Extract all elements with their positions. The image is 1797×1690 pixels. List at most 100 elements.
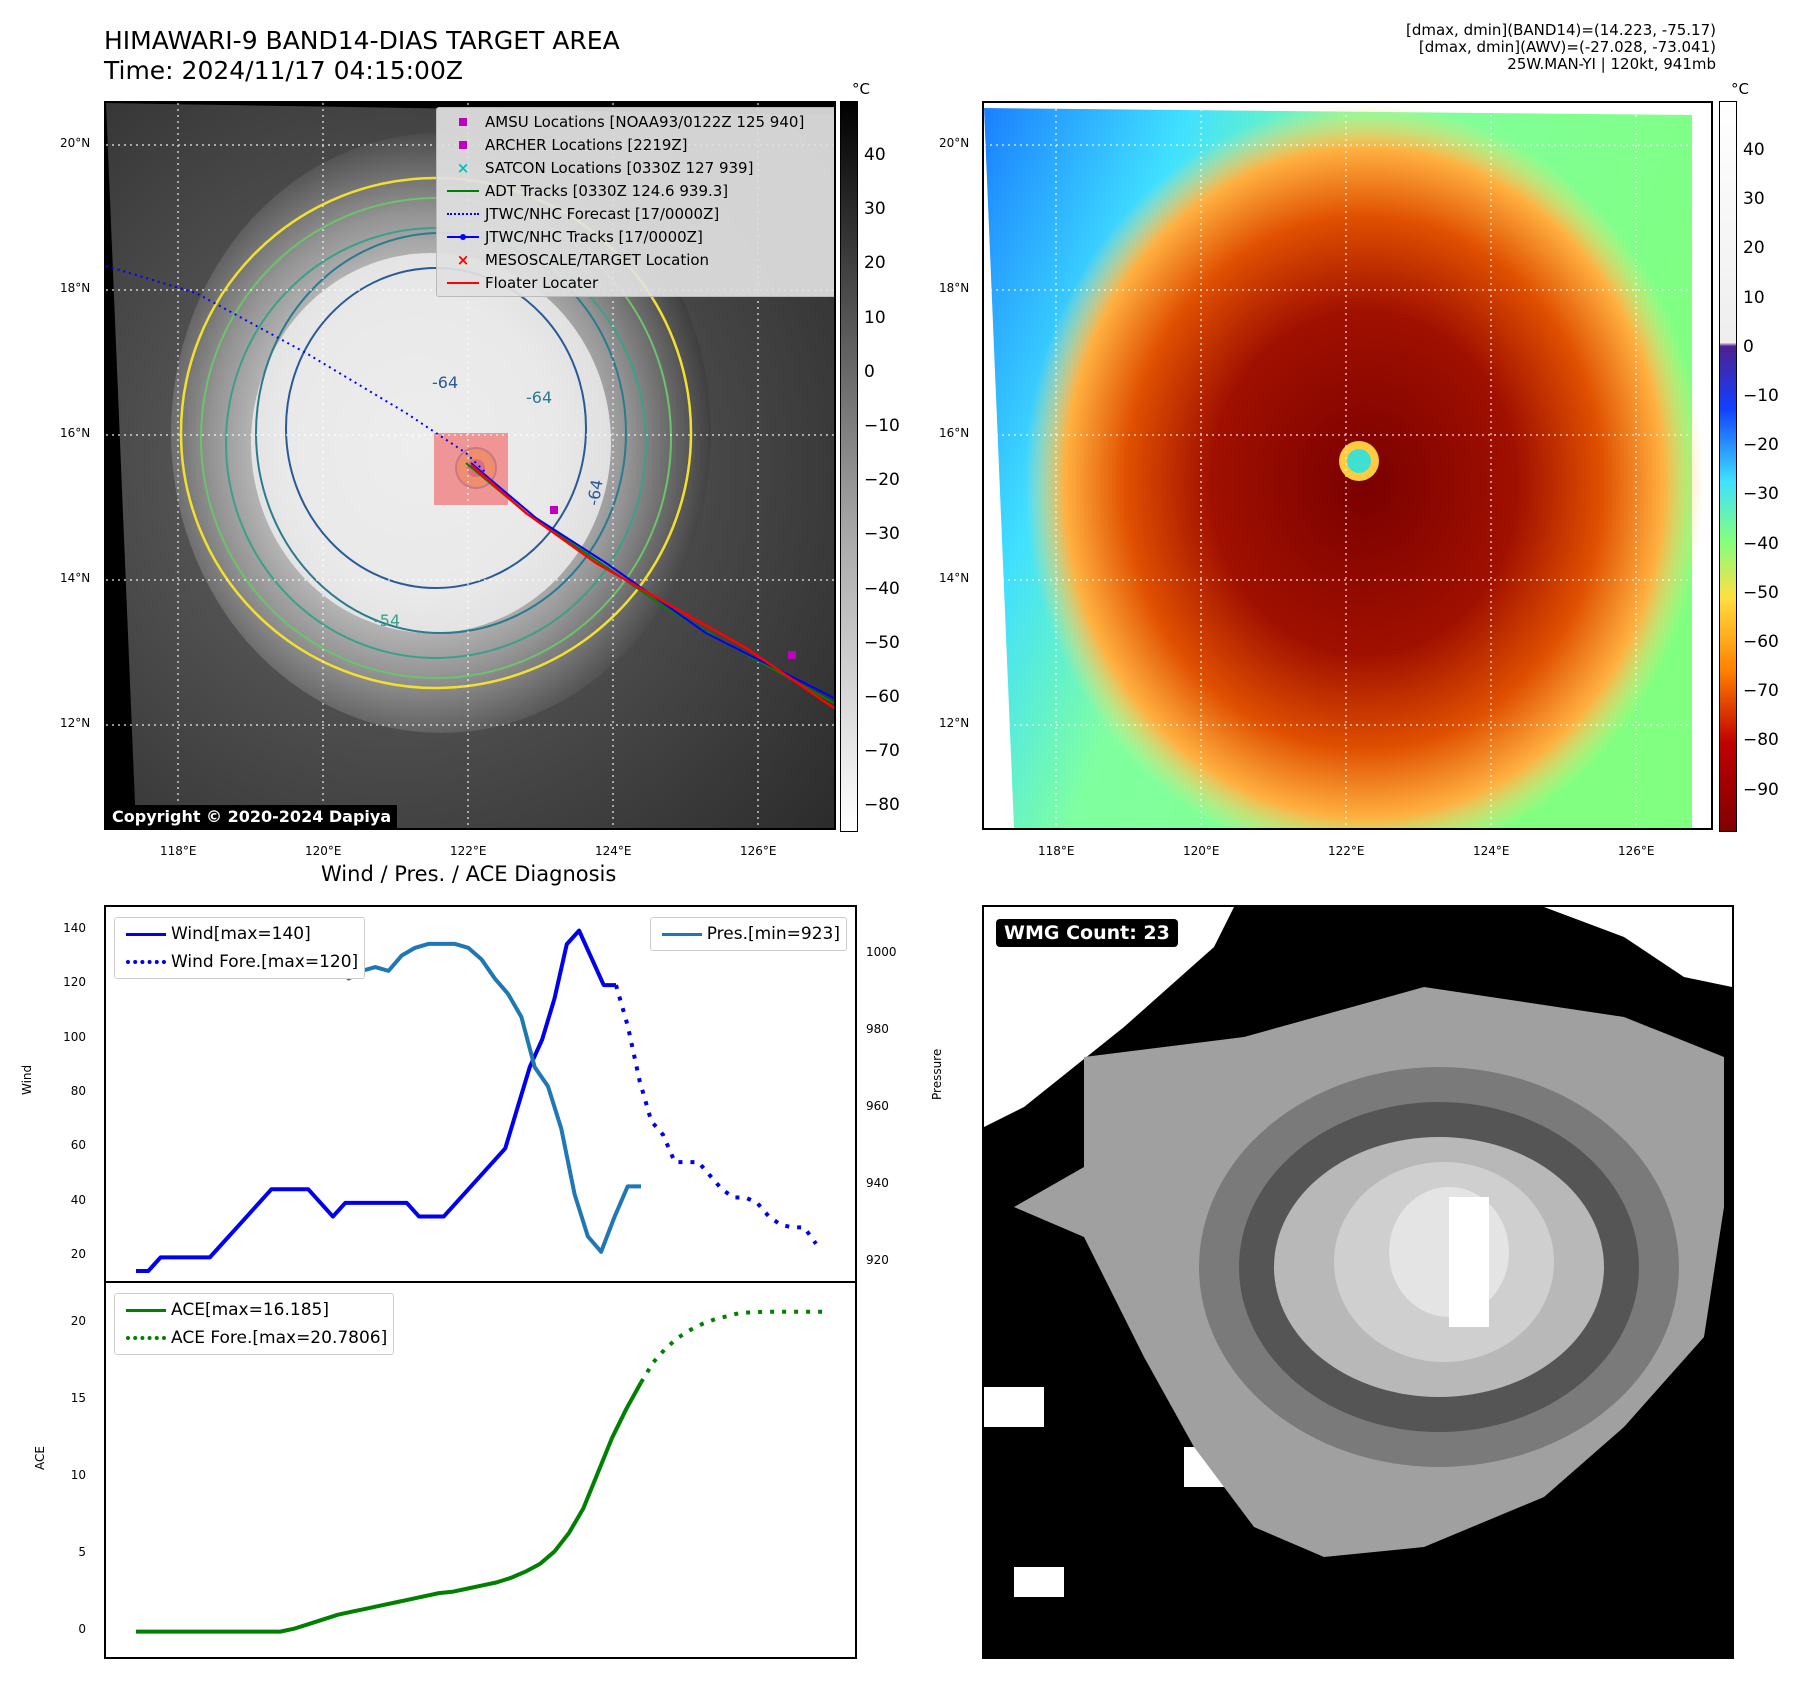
wind-tick: 120 — [63, 975, 86, 990]
ace-series-line — [136, 1381, 643, 1634]
legend-forecast: JTWC/NHC Forecast [17/0000Z] — [441, 202, 833, 225]
ir-colorbar-unit: °C — [852, 80, 870, 98]
ace-axis-label: ACE — [33, 1446, 47, 1470]
awv-colorbar — [1719, 101, 1737, 832]
lat-tick: 12°N — [60, 716, 91, 730]
wind-axis-label: Wind — [20, 1064, 34, 1095]
pres-legend: Pres.[min=923] — [649, 917, 847, 951]
lon-tick: 124°E — [1473, 844, 1510, 858]
ir-colorbar-tick: −60 — [864, 687, 900, 707]
dotted-line-icon — [121, 1336, 171, 1340]
legend-ace: ACE[max=16.185] — [121, 1296, 387, 1324]
page-title: HIMAWARI-9 BAND14-DIAS TARGET AREA — [104, 26, 620, 55]
square-icon — [441, 117, 485, 126]
ace-legend: ACE[max=16.185] ACE Fore.[max=20.7806] — [114, 1293, 395, 1355]
awv-colorbar-unit: °C — [1731, 80, 1749, 98]
lat-tick: 14°N — [939, 571, 970, 585]
page-time: Time: 2024/11/17 04:15:00Z — [104, 56, 463, 85]
lon-tick: 120°E — [305, 844, 342, 858]
lat-tick: 20°N — [60, 136, 91, 150]
info-block: [dmax, dmin](BAND14)=(14.223, -75.17) [d… — [1406, 22, 1716, 73]
contour-label: -64 — [526, 388, 553, 407]
awv-colorbar-tick: 10 — [1743, 287, 1765, 308]
ir-colorbar-tick: −50 — [864, 632, 900, 653]
awv-colorbar-tick: −30 — [1743, 484, 1779, 505]
wind-tick: 40 — [70, 1192, 86, 1207]
line-icon — [121, 932, 171, 936]
wind-pres-plot: Wind[max=140] Wind Fore.[max=120] Pres.[… — [104, 905, 857, 1283]
ir-colorbar-tick: −10 — [864, 416, 900, 436]
wind-tick: 140 — [63, 920, 86, 935]
awv-colorbar-tick: 0 — [1743, 336, 1754, 357]
lon-tick: 122°E — [450, 844, 487, 858]
line-icon — [441, 189, 485, 192]
lon-tick: 126°E — [740, 844, 777, 858]
legend-adt: ADT Tracks [0330Z 124.6 939.3] — [441, 179, 833, 202]
ace-svg — [136, 1309, 826, 1634]
pressure-tick: 940 — [866, 1176, 889, 1191]
contour-label: -54 — [374, 611, 401, 630]
square-icon — [441, 140, 485, 149]
ir-colorbar-tick: 0 — [864, 361, 875, 382]
legend-target: × MESOSCALE/TARGET Location — [441, 248, 833, 271]
lon-tick: 118°E — [160, 844, 197, 858]
wind-tick: 60 — [70, 1138, 86, 1153]
ir-colorbar-tick: −80 — [864, 795, 900, 816]
legend-wind-fore: Wind Fore.[max=120] — [121, 948, 358, 976]
awv-colorbar-tick: 30 — [1743, 189, 1765, 210]
lat-tick: 12°N — [939, 716, 970, 730]
pressure-tick: 920 — [866, 1253, 889, 1268]
ir-colorbar-tick: −70 — [864, 741, 900, 762]
contour-label: -64 — [432, 373, 459, 392]
legend-archer: ARCHER Locations [2219Z] — [441, 133, 833, 156]
info-awv: [dmax, dmin](AWV)=(-27.028, -73.041) — [1418, 38, 1716, 56]
legend-ace-fore: ACE Fore.[max=20.7806] — [121, 1324, 387, 1352]
info-band14: [dmax, dmin](BAND14)=(14.223, -75.17) — [1405, 21, 1716, 39]
awv-colorbar-tick: −20 — [1743, 435, 1779, 456]
ir-colorbar-tick: 10 — [864, 307, 886, 328]
pressure-tick: 1000 — [866, 945, 897, 960]
ir-legend: AMSU Locations [NOAA93/0122Z 125 940] AR… — [436, 107, 834, 297]
lat-tick: 16°N — [60, 426, 91, 440]
copyright: Copyright © 2020-2024 Dapiya — [106, 805, 398, 828]
lat-tick: 20°N — [939, 136, 970, 150]
ace-forecast-line — [639, 1309, 826, 1384]
ir-colorbar — [840, 101, 858, 832]
wind-tick: 100 — [63, 1029, 86, 1044]
wmg-image — [984, 907, 1732, 1597]
lon-tick: 118°E — [1038, 844, 1075, 858]
awv-colorbar-tick: −60 — [1743, 632, 1779, 652]
awv-map-image — [984, 103, 1711, 828]
ace-tick: 15 — [70, 1390, 86, 1405]
wind-tick: 20 — [70, 1247, 86, 1262]
legend-tracks: JTWC/NHC Tracks [17/0000Z] — [441, 225, 833, 248]
line-icon — [121, 1308, 171, 1312]
ir-colorbar-tick: 30 — [864, 199, 886, 220]
lon-tick: 124°E — [595, 844, 632, 858]
ir-colorbar-tick: −20 — [864, 470, 900, 491]
ace-plot: ACE[max=16.185] ACE Fore.[max=20.7806] — [104, 1281, 857, 1659]
awv-colorbar-tick: −70 — [1743, 681, 1779, 702]
ace-tick: 0 — [78, 1621, 86, 1636]
wind-tick: 80 — [70, 1084, 86, 1098]
lat-tick: 18°N — [60, 281, 91, 295]
info-storm: 25W.MAN-YI | 120kt, 941mb — [1507, 55, 1716, 73]
wind-legend: Wind[max=140] Wind Fore.[max=120] — [114, 917, 366, 979]
lon-tick: 122°E — [1328, 844, 1365, 858]
legend-wind: Wind[max=140] — [121, 920, 358, 948]
awv-colorbar-tick: −50 — [1743, 582, 1779, 603]
line-dot-icon — [441, 233, 485, 241]
legend-amsu: AMSU Locations [NOAA93/0122Z 125 940] — [441, 110, 833, 133]
lat-tick: 14°N — [60, 571, 91, 585]
dotted-line-icon — [121, 960, 171, 964]
awv-colorbar-tick: 20 — [1743, 238, 1765, 259]
legend-floater: Floater Locater — [441, 271, 833, 294]
ir-colorbar-tick: −30 — [864, 524, 900, 545]
line-icon — [441, 281, 485, 284]
wmg-panel: WMG Count: 23 — [982, 905, 1734, 1659]
legend-satcon: × SATCON Locations [0330Z 127 939] — [441, 156, 833, 179]
awv-colorbar-tick: −80 — [1743, 730, 1779, 751]
lat-tick: 18°N — [939, 281, 970, 295]
ir-colorbar-tick: −40 — [864, 578, 900, 599]
ir-map-panel: -64 -64 -54 -64 AMSU Locations [NOAA93/0… — [104, 101, 836, 830]
